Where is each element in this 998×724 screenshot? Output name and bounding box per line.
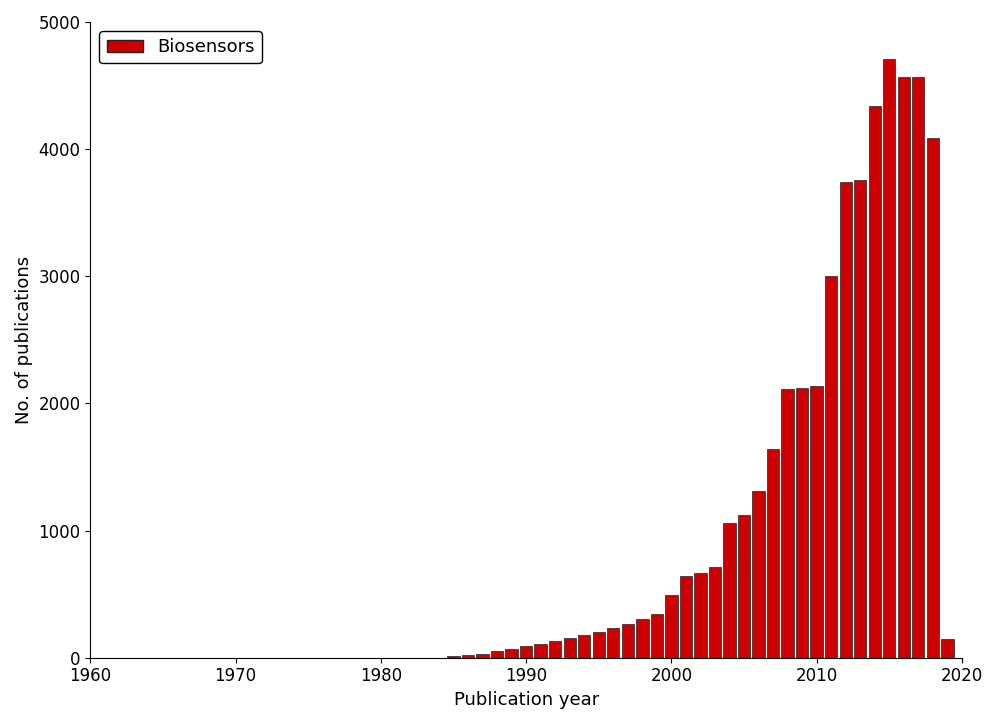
Bar: [854, 180, 866, 657]
Bar: [912, 77, 924, 657]
Y-axis label: No. of publications: No. of publications: [15, 256, 33, 424]
Bar: [752, 491, 764, 657]
Bar: [941, 639, 953, 657]
Bar: [505, 649, 518, 657]
Bar: [593, 632, 605, 657]
Bar: [724, 523, 736, 657]
Bar: [796, 388, 808, 657]
Bar: [738, 515, 750, 657]
Bar: [766, 449, 779, 657]
Bar: [549, 641, 561, 657]
Bar: [476, 654, 489, 657]
Bar: [462, 655, 474, 657]
Bar: [695, 573, 707, 657]
Legend: Biosensors: Biosensors: [100, 31, 261, 64]
Bar: [535, 644, 547, 657]
X-axis label: Publication year: Publication year: [453, 691, 599, 709]
Bar: [897, 77, 910, 657]
Bar: [564, 638, 576, 657]
Bar: [868, 106, 881, 657]
Bar: [781, 390, 793, 657]
Bar: [622, 624, 634, 657]
Bar: [651, 614, 663, 657]
Bar: [810, 386, 822, 657]
Bar: [607, 628, 620, 657]
Bar: [839, 182, 852, 657]
Bar: [709, 568, 722, 657]
Bar: [666, 595, 678, 657]
Bar: [520, 647, 532, 657]
Bar: [825, 277, 837, 657]
Bar: [680, 576, 692, 657]
Bar: [883, 59, 895, 657]
Bar: [491, 652, 503, 657]
Bar: [636, 619, 649, 657]
Bar: [927, 138, 939, 657]
Bar: [578, 636, 591, 657]
